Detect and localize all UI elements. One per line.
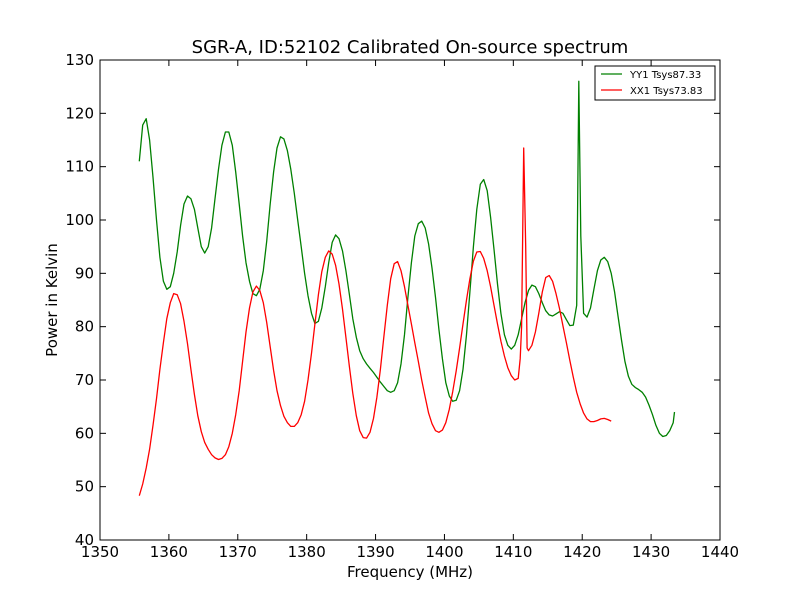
legend-box [594, 65, 716, 101]
y-axis-label: Power in Kelvin [43, 243, 61, 357]
y-tick-label-60: 60 [75, 424, 94, 442]
x-tick-label-1390: 1390 [356, 543, 394, 561]
legend: YY1 Tsys87.33 XX1 Tsys73.83 [594, 65, 716, 101]
chart-title: SGR-A, ID:52102 Calibrated On-source spe… [192, 37, 629, 58]
y-tick-label-90: 90 [75, 264, 94, 282]
x-axis-label: Frequency (MHz) [347, 563, 473, 581]
y-tick-label-130: 130 [65, 51, 94, 69]
y-tick-label-40: 40 [75, 531, 94, 549]
y-axis-ticks: 40 50 60 70 80 90 100 110 120 130 [65, 51, 720, 549]
legend-label-yy1: YY1 Tsys87.33 [629, 70, 701, 81]
x-axis-ticks: 1350 1360 1370 1380 1390 1400 1410 1420 1430 1440 [81, 60, 739, 561]
x-tick-label-1420: 1420 [563, 543, 601, 561]
plot-frame [99, 59, 721, 541]
y-tick-label-120: 120 [65, 104, 94, 122]
x-tick-label-1360: 1360 [150, 543, 188, 561]
y-tick-label-100: 100 [65, 211, 94, 229]
y-tick-label-50: 50 [75, 478, 94, 496]
x-tick-label-1410: 1410 [494, 543, 532, 561]
series-layer [138, 80, 676, 496]
x-tick-label-1430: 1430 [632, 543, 670, 561]
x-tick-label-1400: 1400 [425, 543, 463, 561]
x-tick-label-1380: 1380 [288, 543, 326, 561]
x-tick-label-1350: 1350 [81, 543, 119, 561]
series-line-xx1 [138, 147, 612, 496]
y-tick-label-70: 70 [75, 371, 94, 389]
plot-background [100, 60, 720, 540]
y-tick-label-110: 110 [65, 158, 94, 176]
plot-area [99, 59, 721, 541]
x-tick-label-1370: 1370 [219, 543, 257, 561]
series-line-yy1 [138, 80, 676, 438]
legend-label-xx1: XX1 Tsys73.83 [630, 86, 703, 97]
y-tick-label-80: 80 [75, 318, 94, 336]
x-tick-label-1440: 1440 [701, 543, 739, 561]
